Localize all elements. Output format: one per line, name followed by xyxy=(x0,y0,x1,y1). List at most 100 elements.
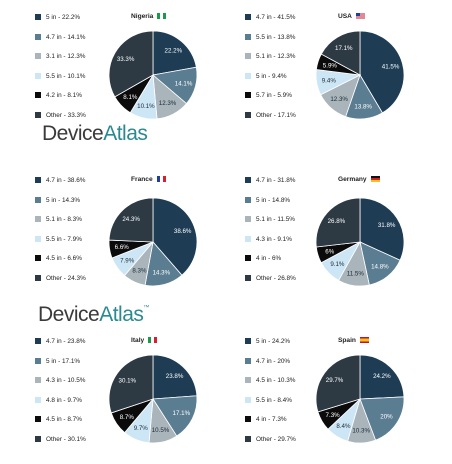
legend-swatch xyxy=(35,377,41,383)
legend-swatch xyxy=(245,72,251,79)
legend-label: 5.5 in - 8.4% xyxy=(256,396,292,404)
legend-swatch xyxy=(245,92,251,98)
legend-label: Other - 26.8% xyxy=(256,274,296,282)
legend-swatch xyxy=(35,196,41,203)
country-name: Spain xyxy=(338,337,356,344)
slice-label: 12.3% xyxy=(159,100,177,107)
slice-label: 9.1% xyxy=(330,261,345,268)
legend-label: 3.1 in - 12.3% xyxy=(46,53,86,60)
legend-label: 4.7 in - 38.6% xyxy=(46,177,86,184)
slice-label: 8.7% xyxy=(120,414,135,421)
country-name: Italy xyxy=(131,337,145,344)
legend-label: 4.5 in - 8.7% xyxy=(46,416,82,423)
slice-label: 41.5% xyxy=(382,64,400,71)
slice-label: 13.8% xyxy=(354,104,372,111)
legend-item: 4 in - 7.3% xyxy=(245,416,287,426)
legend-item: 5.1 in - 11.5% xyxy=(245,216,295,226)
legend-item: 4.3 in - 9.1% xyxy=(245,235,292,246)
pie-slice xyxy=(320,30,361,76)
slice-label: 8.1% xyxy=(123,94,138,101)
slice-label: 10.3% xyxy=(352,428,370,435)
legend-swatch xyxy=(245,435,251,442)
legend-swatch xyxy=(245,396,251,403)
legend-item: 4.7 in - 23.8% xyxy=(35,338,85,348)
legend-swatch xyxy=(35,177,41,183)
devicealtas-logo-top: DeviceAtlas xyxy=(42,122,148,145)
legend-item: 5.5 in - 7.9% xyxy=(35,235,82,246)
legend-swatch xyxy=(35,416,41,422)
pie-slice xyxy=(108,354,154,414)
legend-swatch xyxy=(35,33,41,40)
pie-chart: 23.8% 17.1% 10.5%9.7% 8.7% 30.1% xyxy=(108,354,198,444)
country-name: Nigeria xyxy=(131,13,154,20)
legend-item: Other - 33.3% xyxy=(35,111,86,122)
legend-label: 4.8 in - 9.7% xyxy=(46,396,82,404)
legend-item: 5.5 in - 8.4% xyxy=(245,396,292,407)
legend-item: Other - 26.8% xyxy=(245,274,296,285)
chart-panel-germany: 4.7 in - 31.8% 5 in - 14.8% 5.1 in - 11.5%… xyxy=(245,175,445,299)
chart-title: USA xyxy=(338,13,365,20)
slice-label: 10.5% xyxy=(152,427,170,434)
legend-label: Other - 29.7% xyxy=(256,435,296,443)
slice-label: 11.5% xyxy=(347,270,365,277)
legend-item: 4.5 in - 6.6% xyxy=(35,255,82,265)
slice-label: 17.1% xyxy=(335,45,353,52)
legend-swatch xyxy=(245,177,251,183)
slice-label: 10.1% xyxy=(137,103,155,110)
legend-swatch xyxy=(35,53,41,59)
slice-label: 6% xyxy=(325,248,334,255)
slice-label: 23.8% xyxy=(166,373,184,380)
legend-swatch xyxy=(35,111,41,118)
legend-label: 4.3 in - 10.5% xyxy=(46,377,86,384)
legend-label: Other - 17.1% xyxy=(256,111,296,119)
legend-label: 5 in - 24.2% xyxy=(256,338,291,345)
slice-label: 5.9% xyxy=(323,62,338,69)
pie-slice xyxy=(152,354,198,400)
pie-slice xyxy=(152,395,198,437)
legend-swatch xyxy=(35,216,41,222)
legend-label: 5.1 in - 8.3% xyxy=(46,216,82,223)
legend-label: 4.5 in - 6.6% xyxy=(46,255,82,262)
chart-title: Spain xyxy=(338,337,369,344)
legend-item: 5.5 in - 13.8% xyxy=(245,33,296,44)
legend-swatch xyxy=(35,14,41,20)
slice-label: 14.1% xyxy=(175,80,193,87)
legend-swatch xyxy=(35,274,41,281)
legend-swatch xyxy=(35,357,41,364)
legend-item: 5 in - 14.3% xyxy=(35,196,80,207)
legend-item: 4.3 in - 10.5% xyxy=(35,377,85,387)
legend-swatch xyxy=(245,53,251,59)
legend-item: Other - 24.3% xyxy=(35,274,86,285)
legend-swatch xyxy=(245,274,251,281)
legend-swatch xyxy=(245,416,251,422)
legend-swatch xyxy=(35,255,41,261)
chart-panel-france: 4.7 in - 38.6% 5 in - 14.3% 5.1 in - 8.3% 5… xyxy=(35,175,235,299)
slice-label: 12.3% xyxy=(330,96,348,103)
legend-item: 5.1 in - 12.3% xyxy=(245,53,295,63)
chart-title: Germany xyxy=(338,176,380,183)
country-name: USA xyxy=(338,13,352,20)
legend-label: 4.7 in - 41.5% xyxy=(256,14,296,21)
legend-swatch xyxy=(245,377,251,383)
legend-item: 4.7 in - 20% xyxy=(245,357,291,368)
pie-slice xyxy=(359,30,405,114)
pie-slice xyxy=(359,354,405,400)
pie-slice xyxy=(108,30,154,98)
pie-slice xyxy=(315,197,361,248)
legend-label: 4.2 in - 8.1% xyxy=(46,92,82,99)
legend-item: 5.5 in - 10.1% xyxy=(35,72,85,83)
slice-label: 14.3% xyxy=(153,270,171,277)
legend-swatch xyxy=(245,33,251,40)
legend-item: 4.7 in - 41.5% xyxy=(245,14,295,24)
legend-label: 4.7 in - 20% xyxy=(256,357,291,365)
legend-label: Other - 24.3% xyxy=(46,274,86,282)
slice-label: 26.8% xyxy=(328,218,346,225)
legend-label: 5.1 in - 12.3% xyxy=(256,53,296,60)
slice-label: 8.3% xyxy=(132,268,147,275)
legend-swatch xyxy=(245,255,251,261)
legend-item: 5 in - 17.1% xyxy=(35,357,80,368)
italy-flag-icon xyxy=(148,337,158,343)
legend-label: 4.7 in - 23.8% xyxy=(46,338,86,345)
legend-label: 5.5 in - 13.8% xyxy=(256,33,296,41)
slice-label: 8.4% xyxy=(336,423,351,430)
